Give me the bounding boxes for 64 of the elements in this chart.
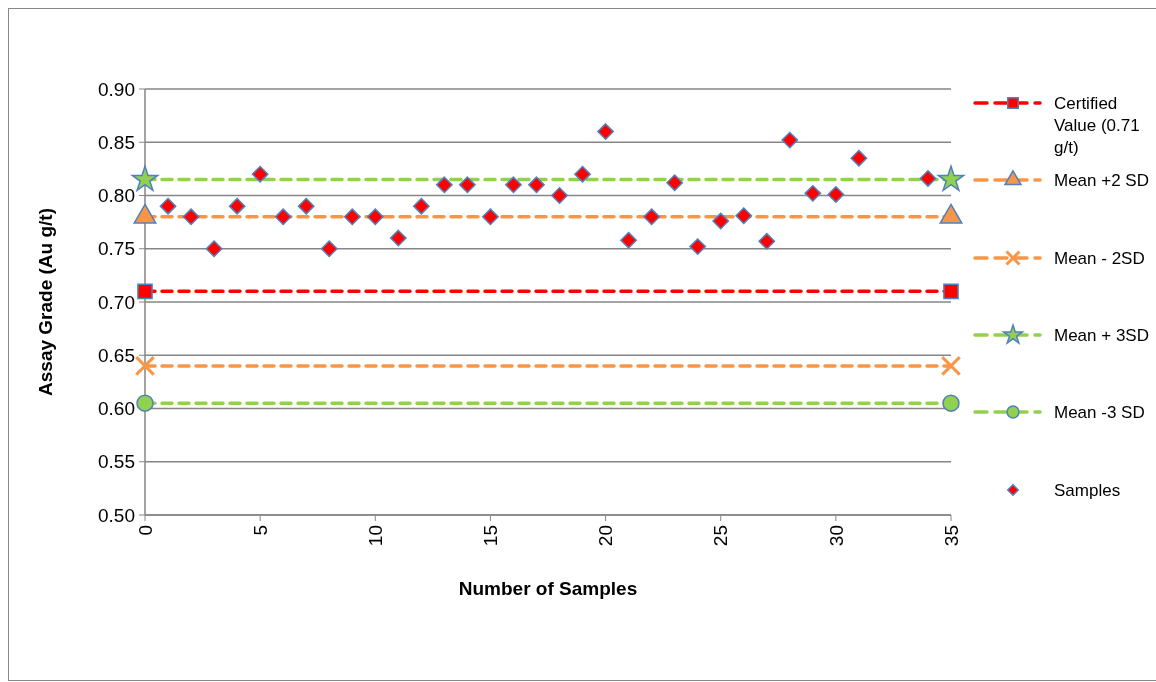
y-tick-label: 0.75 xyxy=(98,238,135,260)
point xyxy=(136,394,154,412)
point xyxy=(942,394,960,412)
point xyxy=(712,212,730,230)
point xyxy=(735,207,753,225)
point xyxy=(274,208,292,226)
point xyxy=(804,184,822,202)
y-tick-label: 0.90 xyxy=(98,78,135,100)
point xyxy=(137,283,153,300)
point xyxy=(574,165,591,183)
point xyxy=(320,240,338,258)
point xyxy=(643,208,661,226)
x-tick-label: 5 xyxy=(249,525,271,536)
legend-label: Mean - 2SD xyxy=(1054,248,1145,268)
point xyxy=(528,176,545,194)
point xyxy=(666,174,684,192)
y-tick-label: 0.65 xyxy=(98,344,135,366)
point xyxy=(781,131,799,149)
point xyxy=(940,355,962,377)
point xyxy=(505,176,522,194)
point xyxy=(297,197,315,215)
legend-label: Samples xyxy=(1054,480,1121,500)
y-axis-title: Assay Grade (Au g/t) xyxy=(35,208,56,396)
x-tick-label: 25 xyxy=(710,525,732,547)
point xyxy=(597,123,614,141)
point xyxy=(228,197,246,215)
x-tick-label: 0 xyxy=(134,525,156,536)
point xyxy=(412,197,430,215)
y-tick-label: 0.85 xyxy=(98,131,135,153)
x-tick-label: 15 xyxy=(480,525,502,547)
y-tick-label: 0.60 xyxy=(98,398,135,420)
point xyxy=(551,187,568,204)
legend-label: Mean + 3SD xyxy=(1054,325,1149,345)
x-tick-label: 35 xyxy=(940,525,962,547)
point xyxy=(689,238,707,256)
point xyxy=(482,208,499,226)
point xyxy=(827,186,845,203)
legend-label: Certified Value (0.71 g/t) xyxy=(1054,93,1140,158)
point xyxy=(182,208,200,226)
point xyxy=(389,229,407,247)
legend-label: Mean +2 SD xyxy=(1054,170,1149,190)
point xyxy=(758,232,776,250)
point xyxy=(159,197,177,215)
y-tick-label: 0.80 xyxy=(98,185,135,207)
point xyxy=(435,176,453,194)
point xyxy=(620,231,638,249)
point xyxy=(937,165,965,192)
x-tick-label: 30 xyxy=(825,525,847,547)
y-tick-label: 0.70 xyxy=(98,291,135,313)
point xyxy=(251,165,269,183)
x-axis-title: Number of Samples xyxy=(458,578,638,599)
legend-label: Mean -3 SD xyxy=(1054,402,1145,422)
point xyxy=(943,283,959,300)
point xyxy=(343,208,361,226)
y-tick-label: 0.55 xyxy=(98,451,135,473)
point xyxy=(919,170,937,187)
y-tick-label: 0.50 xyxy=(98,504,135,526)
point xyxy=(366,208,384,226)
x-tick-label: 20 xyxy=(595,525,617,547)
point xyxy=(205,240,223,258)
point xyxy=(134,355,156,377)
x-tick-label: 10 xyxy=(364,525,386,547)
point xyxy=(458,176,476,194)
point xyxy=(850,149,868,167)
